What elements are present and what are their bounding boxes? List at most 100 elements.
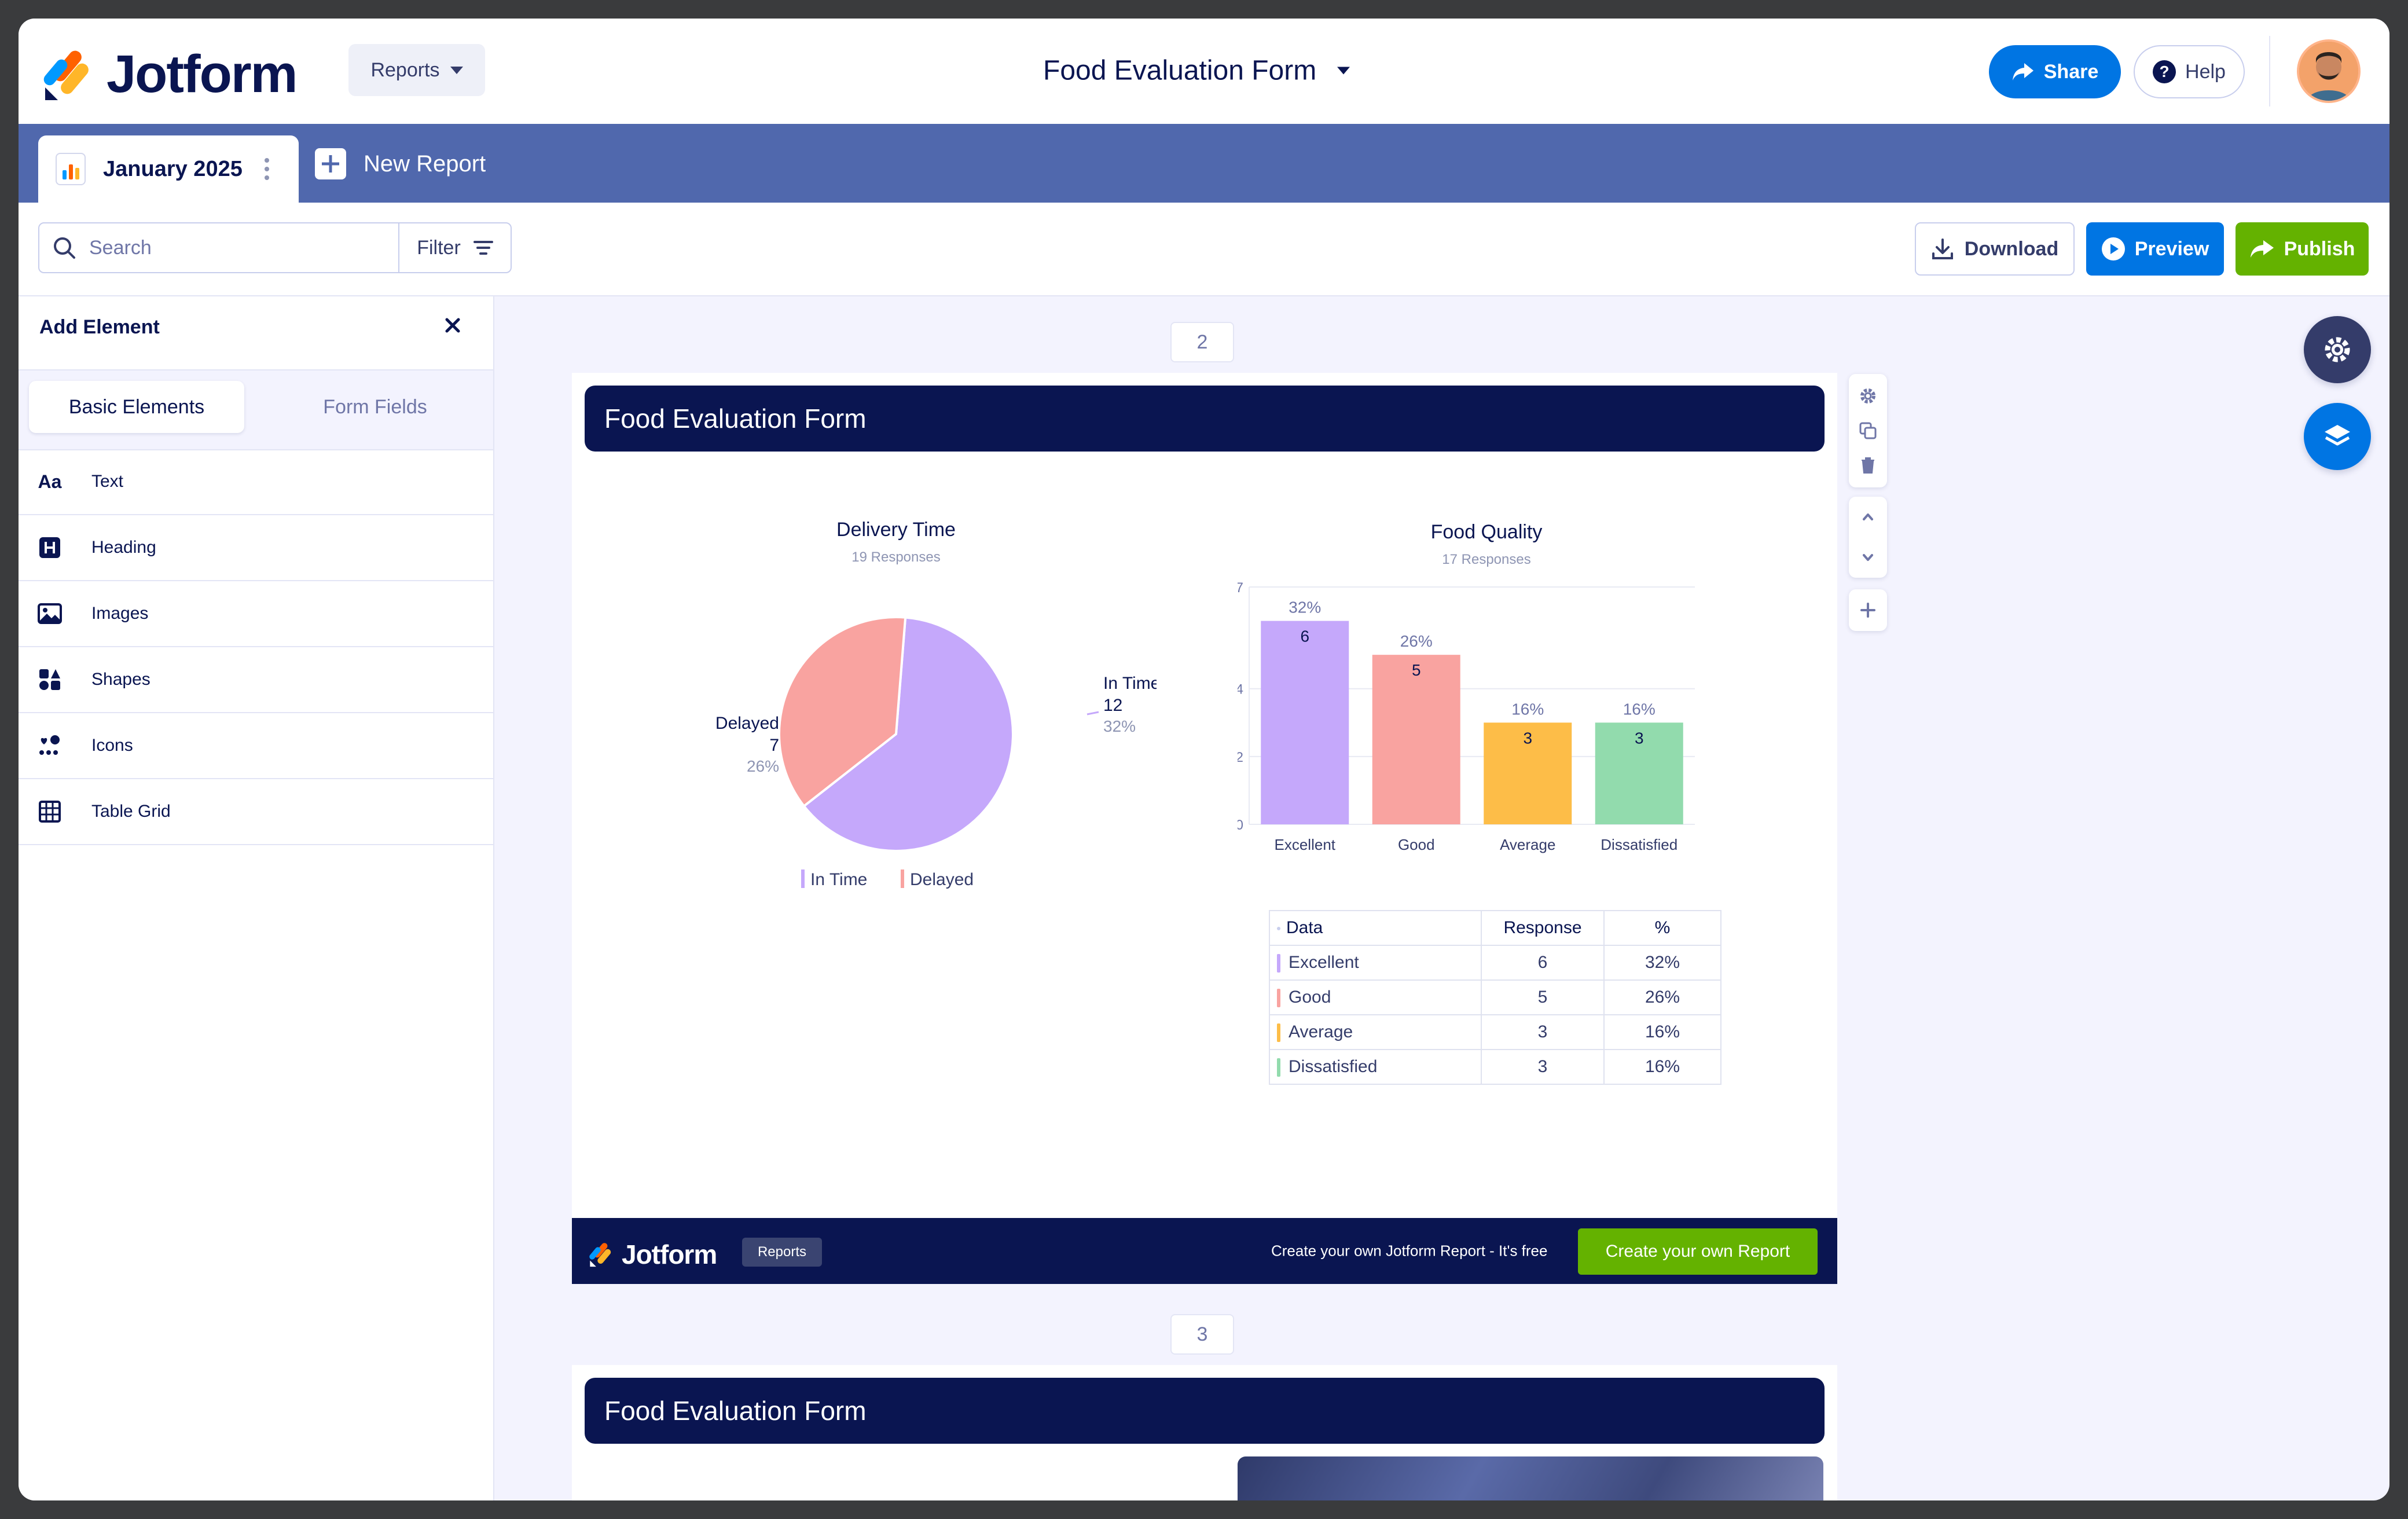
tab-january-2025[interactable]: January 2025: [38, 135, 299, 203]
new-report-button[interactable]: New Report: [315, 148, 486, 179]
jotform-logo-icon: [589, 1243, 611, 1267]
table-header-percent: %: [1603, 910, 1721, 946]
y-tick-label: 7: [1238, 580, 1243, 596]
form-title-dropdown[interactable]: Food Evaluation Form: [1043, 55, 1350, 87]
pie-slice-in-time[interactable]: [802, 616, 1014, 852]
page-tools: [1849, 374, 1887, 487]
jotform-logo-icon: [43, 50, 89, 100]
user-avatar[interactable]: [2297, 39, 2361, 103]
page-image: [1238, 1456, 1823, 1500]
chevron-down-icon[interactable]: [1859, 549, 1877, 566]
page-header-banner[interactable]: Food Evaluation Form: [585, 1378, 1825, 1444]
report-chart-icon: [56, 153, 86, 185]
footer-logo[interactable]: Jotform: [588, 1239, 717, 1270]
panel-title: Add Element: [39, 316, 160, 338]
bar-average[interactable]: [1484, 722, 1572, 824]
pie-percent-delayed: 26%: [747, 757, 779, 775]
y-tick-label: 0: [1238, 817, 1243, 833]
element-item-heading[interactable]: Heading: [19, 515, 493, 581]
top-header: Jotform Reports Food Evaluation Form Sha…: [19, 19, 2389, 125]
close-icon[interactable]: [441, 314, 464, 337]
settings-button[interactable]: [2304, 316, 2371, 383]
image-icon: [37, 601, 63, 626]
header-divider: [2269, 36, 2270, 107]
element-label: Heading: [91, 538, 156, 557]
element-label: Images: [91, 604, 149, 623]
element-item-text[interactable]: Aa Text: [19, 449, 493, 515]
legend-swatch-in-time: [801, 869, 805, 888]
add-page-tool[interactable]: [1849, 589, 1887, 631]
pie-label-delayed: Delayed: [715, 714, 779, 733]
delivery-time-chart[interactable]: Delivery Time 19 Responses In Time 12 32…: [636, 512, 1157, 975]
more-options-icon[interactable]: [264, 158, 269, 180]
help-icon: ?: [2153, 60, 2176, 83]
pie-leader-in-time: [1086, 711, 1099, 716]
table-row: Good 5 26%: [1269, 979, 1721, 1015]
element-type-tabs: Basic Elements Form Fields: [19, 369, 493, 450]
element-item-icons[interactable]: Icons: [19, 713, 493, 779]
trash-icon[interactable]: [1858, 456, 1878, 475]
pie-value-in-time: 12: [1103, 696, 1122, 715]
filter-button[interactable]: Filter: [398, 222, 512, 273]
bar-percent-label: 32%: [1289, 599, 1321, 617]
layers-button[interactable]: [2304, 403, 2371, 470]
element-item-shapes[interactable]: Shapes: [19, 647, 493, 713]
bar-value-label: 6: [1300, 628, 1309, 645]
preview-button[interactable]: Preview: [2086, 222, 2224, 276]
reports-label: Reports: [370, 58, 440, 81]
gear-icon[interactable]: [1858, 386, 1878, 406]
create-report-button[interactable]: Create your own Report: [1578, 1228, 1818, 1275]
publish-arrow-icon: [2250, 240, 2274, 258]
download-label: Download: [1964, 237, 2059, 260]
bar-dissatisfied[interactable]: [1595, 722, 1683, 824]
help-button[interactable]: ? Help: [2134, 45, 2245, 98]
pie-slice-delayed[interactable]: [778, 616, 907, 808]
element-item-table-grid[interactable]: Table Grid: [19, 779, 493, 845]
x-category-label: Excellent: [1275, 836, 1336, 853]
play-icon: [2101, 237, 2125, 260]
tab-basic-elements[interactable]: Basic Elements: [29, 381, 244, 433]
table-cell-label: Excellent: [1269, 945, 1482, 981]
toolbar: Filter Download Preview Publish: [19, 203, 2389, 296]
food-quality-chart[interactable]: Food Quality 17 Responses 0 2 4 7 6 32% Excel…: [1238, 512, 1735, 917]
table-cell-percent: 16%: [1603, 1049, 1721, 1085]
table-cell-response: 3: [1481, 1049, 1605, 1085]
app-window: Jotform Reports Food Evaluation Form Sha…: [19, 19, 2389, 1500]
pie-chart-title: Delivery Time: [836, 519, 956, 541]
table-cell-percent: 26%: [1603, 979, 1721, 1015]
page-title: Food Evaluation Form: [604, 1396, 867, 1426]
heading-icon: [37, 535, 63, 560]
element-label: Icons: [91, 736, 133, 755]
search-input[interactable]: [88, 236, 368, 260]
logo-text: Jotform: [107, 45, 298, 104]
table-cell-percent: 32%: [1603, 945, 1721, 981]
bar-chart-title: Food Quality: [1431, 521, 1543, 543]
report-page[interactable]: Food Evaluation Form Delivery Time 19 Re…: [572, 373, 1837, 1284]
table-cell-label: Average: [1269, 1014, 1482, 1050]
download-button[interactable]: Download: [1915, 222, 2075, 276]
table-row: Excellent 6 32%: [1269, 945, 1721, 981]
footer-reports-badge: Reports: [742, 1238, 822, 1267]
table-cell-response: 6: [1481, 945, 1605, 981]
page-header-banner[interactable]: Food Evaluation Form: [585, 386, 1825, 452]
bar-percent-label: 26%: [1400, 632, 1433, 650]
share-button[interactable]: Share: [1989, 45, 2121, 98]
chevron-up-icon[interactable]: [1859, 508, 1877, 526]
report-page[interactable]: Food Evaluation Form: [572, 1365, 1837, 1500]
reports-dropdown[interactable]: Reports: [348, 44, 485, 96]
page-number[interactable]: 3: [1170, 1314, 1234, 1355]
page-number[interactable]: 2: [1170, 322, 1234, 362]
duplicate-icon[interactable]: [1858, 421, 1878, 441]
bar-good[interactable]: [1372, 655, 1460, 824]
table-cell-label: Dissatisfied: [1269, 1049, 1482, 1085]
bar-excellent[interactable]: [1261, 621, 1349, 824]
layers-icon: [2325, 425, 2350, 446]
avatar-image: [2299, 42, 2358, 101]
report-tab-bar: January 2025 New Report: [19, 124, 2389, 203]
jotform-logo[interactable]: Jotform: [42, 44, 298, 105]
publish-button[interactable]: Publish: [2236, 222, 2369, 276]
legend-label-in-time: In Time: [810, 870, 867, 889]
table-cell-response: 3: [1481, 1014, 1605, 1050]
tab-form-fields[interactable]: Form Fields: [323, 395, 427, 418]
element-item-images[interactable]: Images: [19, 581, 493, 647]
